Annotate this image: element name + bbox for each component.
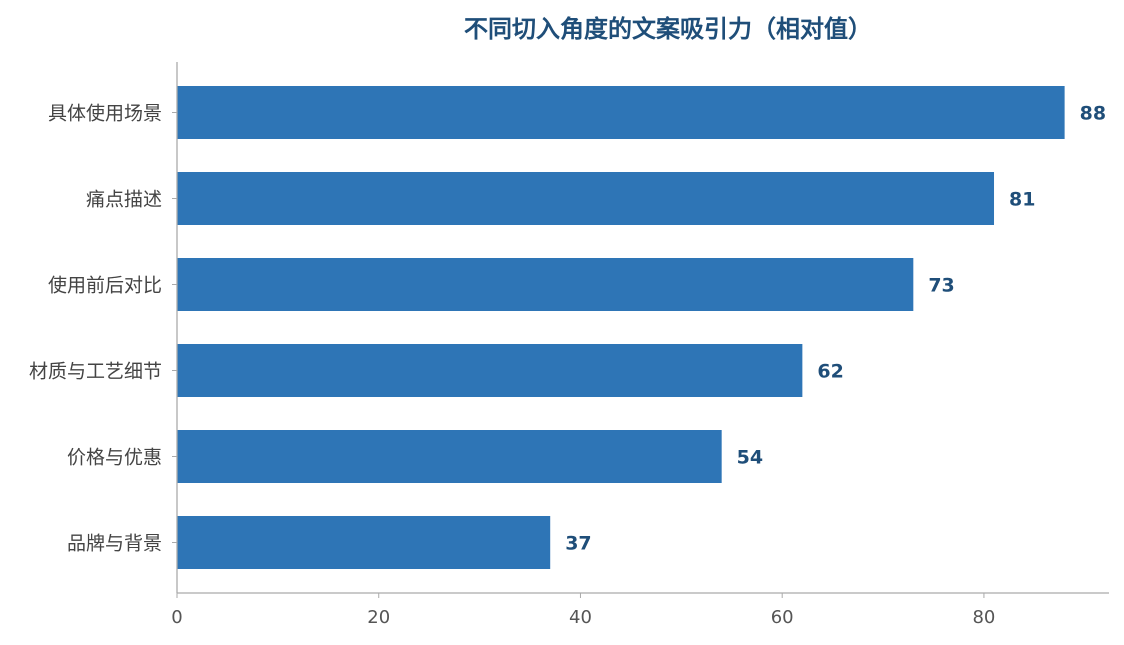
category-label-3: 材质与工艺细节	[29, 361, 162, 383]
bar-4	[177, 430, 722, 483]
bar-3	[177, 344, 803, 397]
category-label-0: 具体使用场景	[48, 103, 162, 125]
bar-2	[177, 258, 914, 311]
value-labels-layer: 88 81 73 62 54 37	[565, 103, 1106, 555]
value-label-3: 62	[817, 361, 843, 383]
category-label-4: 价格与优惠	[67, 447, 162, 469]
value-label-0: 88	[1080, 103, 1106, 125]
bar-5	[177, 516, 551, 569]
x-tick-label-3: 60	[771, 607, 794, 628]
value-label-4: 54	[737, 447, 763, 469]
x-tick-label-2: 40	[569, 607, 592, 628]
axes-layer: 0 20 40 60 80	[171, 62, 1109, 628]
x-tick-label-0: 0	[171, 607, 182, 628]
value-label-5: 37	[565, 533, 591, 555]
bar-1	[177, 172, 995, 225]
x-tick-label-1: 20	[367, 607, 390, 628]
bar-0	[177, 86, 1065, 139]
chart-title: 不同切入角度的文案吸引力（相对值）	[464, 15, 872, 43]
bars-layer	[177, 86, 1065, 569]
value-label-2: 73	[928, 275, 954, 297]
category-label-5: 品牌与背景	[67, 533, 162, 555]
x-tick-label-4: 80	[972, 607, 995, 628]
value-label-1: 81	[1009, 189, 1035, 211]
category-label-2: 使用前后对比	[48, 275, 162, 297]
category-label-1: 痛点描述	[86, 189, 162, 211]
